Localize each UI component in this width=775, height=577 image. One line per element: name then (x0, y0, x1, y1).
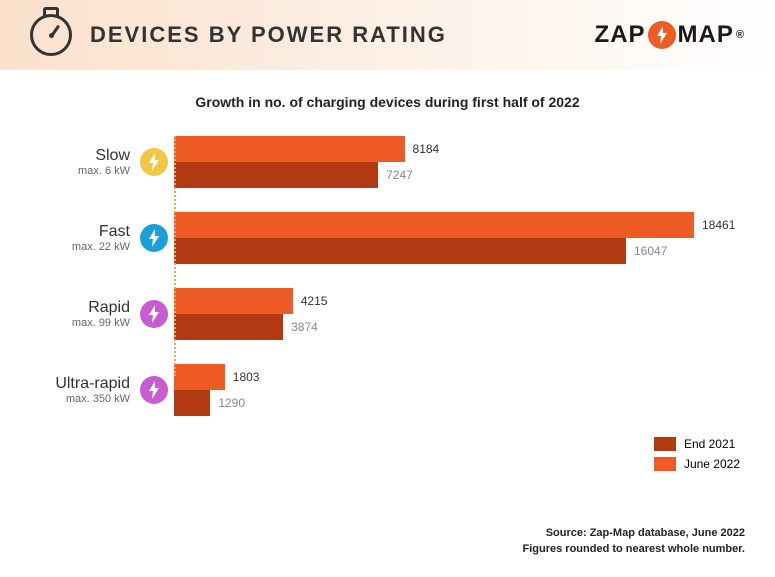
legend-item: End 2021 (654, 437, 740, 451)
category-sub: max. 350 kW (10, 393, 130, 405)
chart-row: Ultra-rapid max. 350 kW 1803 1290 (10, 364, 745, 416)
chart-row: Rapid max. 99 kW 4215 3874 (10, 288, 745, 340)
source-note: Source: Zap-Map database, June 2022 Figu… (523, 526, 745, 557)
bar-group: 4215 3874 (174, 288, 745, 340)
bar-end2021 (174, 390, 210, 416)
bar-june2022 (174, 136, 405, 162)
header-left: DEVICES BY POWER RATING (30, 14, 447, 56)
bar-value: 7247 (386, 168, 413, 182)
category-name: Slow (10, 147, 130, 165)
source-line: Source: Zap-Map database, June 2022 (523, 526, 745, 541)
bar-value: 1290 (218, 396, 245, 410)
bolt-icon (140, 224, 168, 252)
category-label: Fast max. 22 kW (10, 223, 140, 253)
bar-value: 3874 (291, 320, 318, 334)
chart-row: Slow max. 6 kW 8184 7247 (10, 136, 745, 188)
category-label: Rapid max. 99 kW (10, 299, 140, 329)
category-sub: max. 99 kW (10, 317, 130, 329)
bar-value: 18461 (702, 218, 735, 232)
bar-june2022 (174, 288, 293, 314)
legend-label: June 2022 (684, 457, 740, 471)
category-name: Rapid (10, 299, 130, 317)
bar-wrap: 16047 (174, 238, 745, 264)
bar-wrap: 1290 (174, 390, 745, 416)
bolt-icon (140, 300, 168, 328)
bar-wrap: 8184 (174, 136, 745, 162)
legend-swatch (654, 457, 676, 471)
category-name: Ultra-rapid (10, 375, 130, 393)
bar-wrap: 4215 (174, 288, 745, 314)
bar-end2021 (174, 238, 626, 264)
chart-row: Fast max. 22 kW 18461 16047 (10, 212, 745, 264)
stopwatch-icon (30, 14, 72, 56)
logo-registered: ® (736, 29, 745, 41)
bar-wrap: 18461 (174, 212, 745, 238)
bar-value: 8184 (413, 142, 440, 156)
category-name: Fast (10, 223, 130, 241)
page-title: DEVICES BY POWER RATING (90, 22, 447, 48)
legend-swatch (654, 437, 676, 451)
bar-june2022 (174, 212, 694, 238)
bar-group: 18461 16047 (174, 212, 745, 264)
logo-text-right: MAP (678, 21, 734, 49)
bar-value: 1803 (233, 370, 260, 384)
bar-june2022 (174, 364, 225, 390)
bar-end2021 (174, 162, 378, 188)
bolt-icon (140, 148, 168, 176)
bar-wrap: 7247 (174, 162, 745, 188)
legend-item: June 2022 (654, 457, 740, 471)
source-line: Figures rounded to nearest whole number. (523, 542, 745, 557)
bar-value: 16047 (634, 244, 667, 258)
category-sub: max. 22 kW (10, 241, 130, 253)
legend: End 2021 June 2022 (654, 437, 740, 477)
category-sub: max. 6 kW (10, 165, 130, 177)
category-label: Slow max. 6 kW (10, 147, 140, 177)
bar-wrap: 1803 (174, 364, 745, 390)
bar-value: 4215 (301, 294, 328, 308)
category-label: Ultra-rapid max. 350 kW (10, 375, 140, 405)
legend-label: End 2021 (684, 437, 735, 451)
bar-group: 8184 7247 (174, 136, 745, 188)
bar-end2021 (174, 314, 283, 340)
axis-line (174, 136, 176, 376)
bar-wrap: 3874 (174, 314, 745, 340)
logo-text-left: ZAP (595, 21, 646, 49)
chart-subtitle: Growth in no. of charging devices during… (0, 94, 775, 110)
zapmap-logo: ZAP MAP ® (595, 21, 745, 49)
bar-chart: Slow max. 6 kW 8184 7247 Fast max. 22 kW… (0, 136, 775, 416)
logo-bolt-icon (648, 21, 676, 49)
bar-group: 1803 1290 (174, 364, 745, 416)
bolt-icon (140, 376, 168, 404)
header-bar: DEVICES BY POWER RATING ZAP MAP ® (0, 0, 775, 70)
